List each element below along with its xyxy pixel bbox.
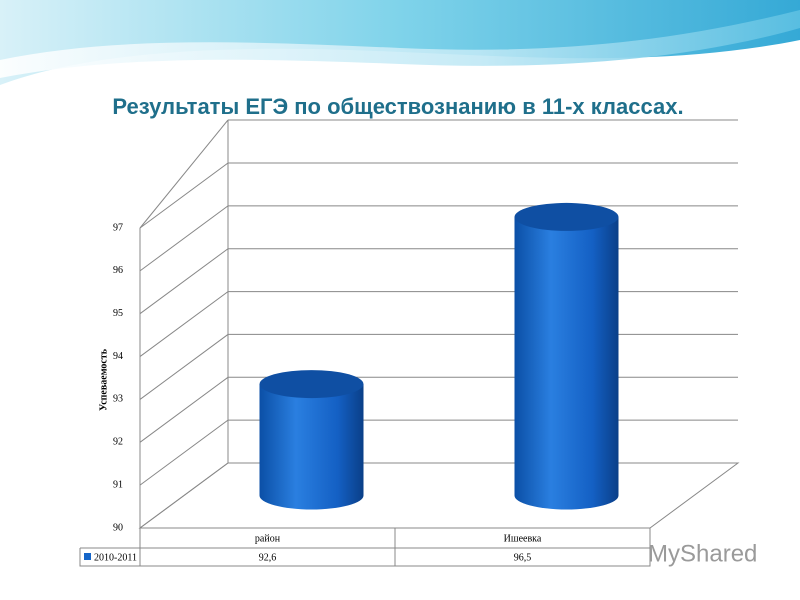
x-tick-label: Ишеевка [504, 533, 542, 544]
header-wave [0, 10, 800, 78]
x-tick-label: район [255, 533, 281, 544]
data-label: 96,5 [514, 552, 532, 563]
bar-top [259, 370, 364, 399]
y-tick-label: 91 [113, 479, 123, 490]
bar-top [514, 202, 619, 231]
bar [514, 202, 619, 510]
data-label: 92,6 [259, 552, 277, 563]
bar-body [259, 384, 364, 510]
legend-label: 2010-2011 [94, 552, 137, 563]
y-tick-label: 92 [113, 437, 123, 448]
y-tick-label: 97 [113, 222, 123, 233]
wall-edge [139, 119, 229, 229]
slide-title: Результаты ЕГЭ по обществознанию в 11-х … [112, 94, 683, 119]
y-tick-label: 96 [113, 265, 123, 276]
y-axis-label: Успеваемость [98, 348, 109, 411]
legend-key [84, 553, 91, 560]
grid-line [139, 162, 738, 229]
plot-area: 90 91 92 93 94 95 96 97 район 92,6 Ишеевка 96,5 2010… [79, 119, 740, 567]
header-wave [0, 0, 800, 85]
y-tick-label: 90 [113, 522, 123, 533]
watermark: MyShared [648, 540, 757, 567]
table-line [79, 528, 651, 567]
bar-body [514, 216, 619, 510]
y-tick-label: 94 [113, 351, 123, 362]
y-tick-label: 93 [113, 394, 123, 405]
bar [259, 370, 364, 510]
y-tick-label: 95 [113, 308, 123, 319]
